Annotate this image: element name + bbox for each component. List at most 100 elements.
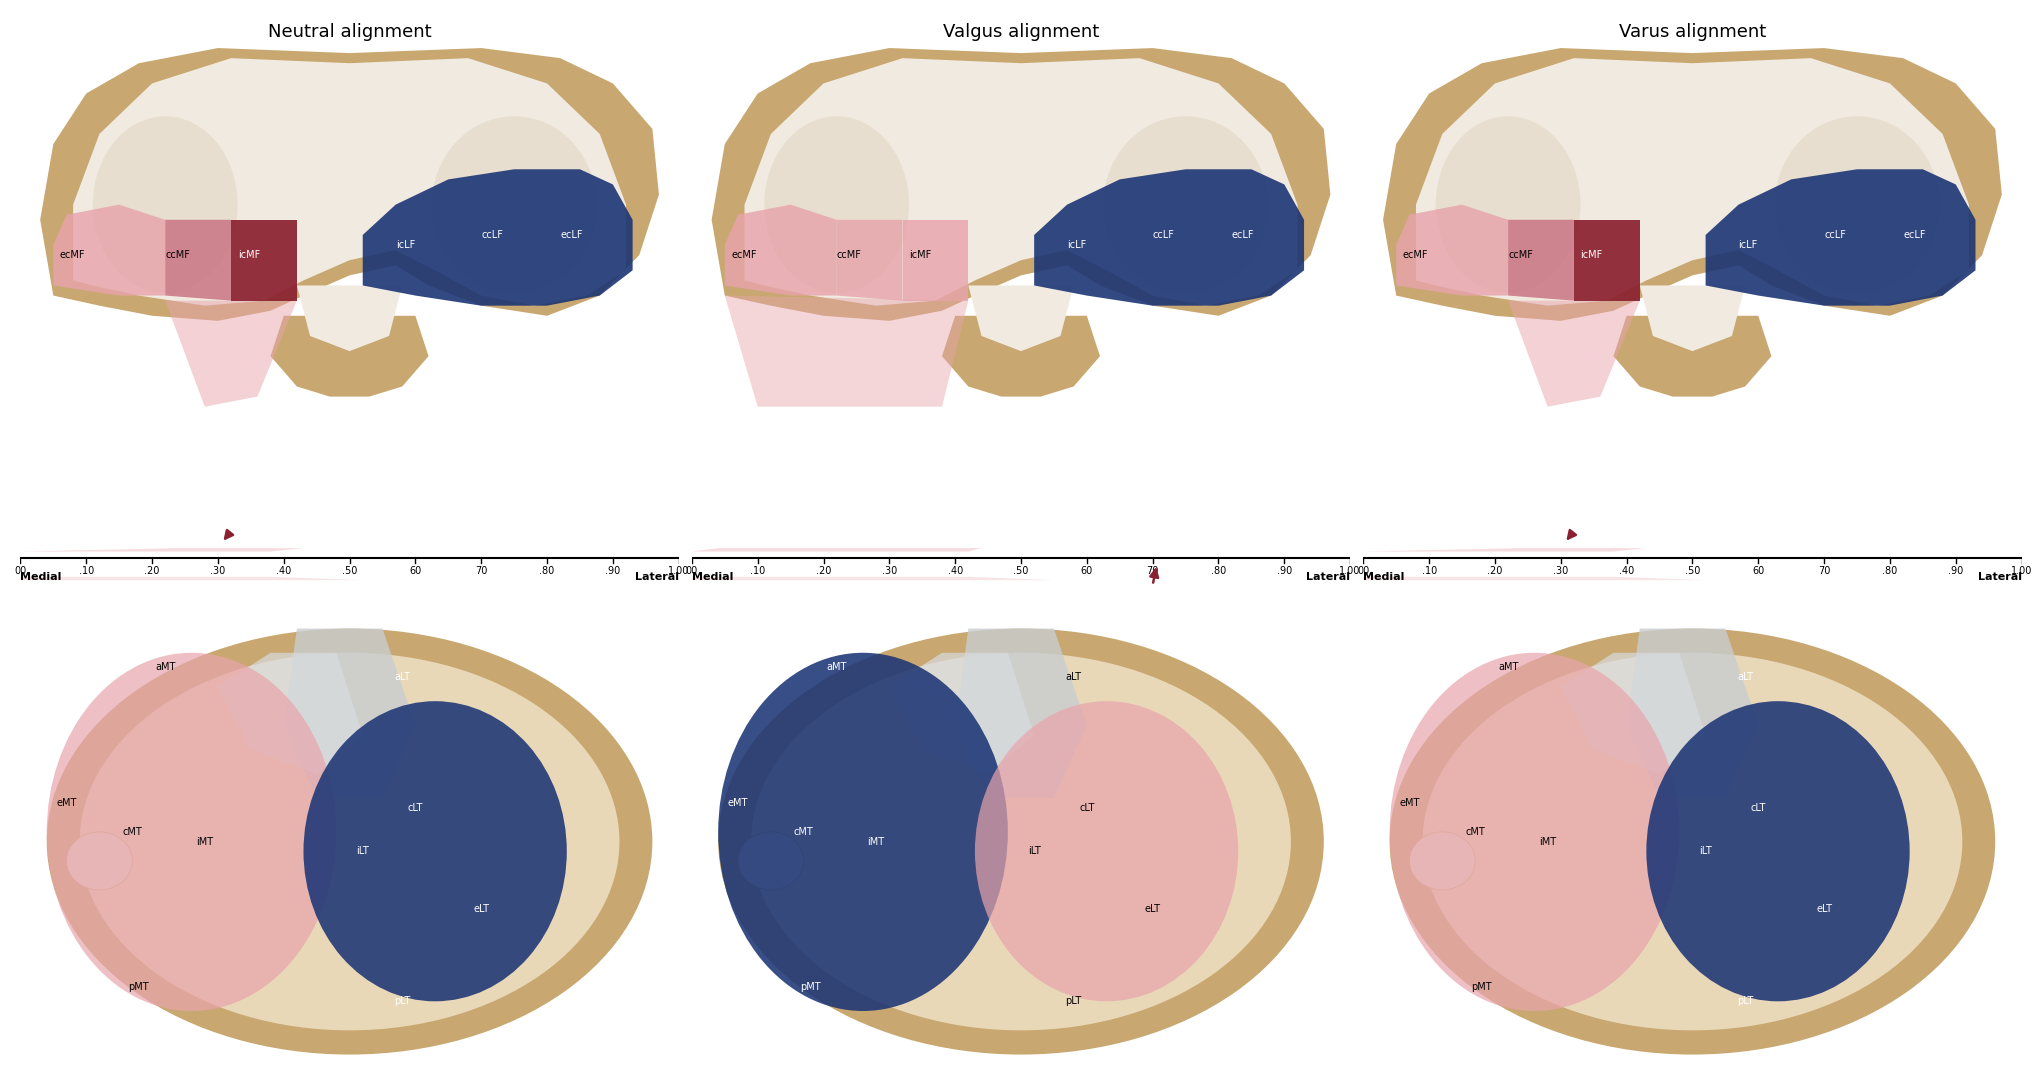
- Text: 70: 70: [1817, 567, 1830, 576]
- Polygon shape: [725, 296, 968, 406]
- Title: Varus alignment: Varus alignment: [1619, 24, 1766, 42]
- Text: ccMF: ccMF: [165, 250, 190, 260]
- Text: eLT: eLT: [1815, 904, 1832, 915]
- Polygon shape: [725, 204, 837, 296]
- Ellipse shape: [47, 653, 337, 1010]
- Text: 60: 60: [1752, 567, 1764, 576]
- Polygon shape: [74, 58, 627, 305]
- Text: pLT: pLT: [394, 997, 410, 1006]
- Text: iMT: iMT: [868, 836, 884, 847]
- Text: aMT: aMT: [827, 662, 847, 672]
- Text: .50: .50: [341, 567, 357, 576]
- Ellipse shape: [67, 832, 133, 890]
- Text: iMT: iMT: [196, 836, 212, 847]
- Text: iLT: iLT: [1699, 846, 1711, 857]
- Polygon shape: [1509, 301, 1640, 406]
- Text: pMT: pMT: [800, 981, 821, 992]
- Ellipse shape: [1391, 629, 1995, 1055]
- Polygon shape: [837, 219, 903, 301]
- Ellipse shape: [1436, 116, 1581, 293]
- Ellipse shape: [47, 629, 651, 1055]
- Text: 00: 00: [1358, 567, 1370, 576]
- Polygon shape: [41, 48, 660, 320]
- Text: .40: .40: [1619, 567, 1634, 576]
- Ellipse shape: [974, 701, 1237, 1001]
- Polygon shape: [231, 219, 296, 301]
- Text: .10: .10: [749, 567, 766, 576]
- Text: Lateral: Lateral: [635, 572, 678, 582]
- Text: 00: 00: [14, 567, 27, 576]
- Text: 60: 60: [1080, 567, 1092, 576]
- Text: .20: .20: [1487, 567, 1503, 576]
- Text: Medial: Medial: [20, 572, 61, 582]
- Text: icMF: icMF: [1581, 250, 1603, 260]
- Ellipse shape: [80, 653, 619, 1030]
- Text: cLT: cLT: [1078, 803, 1095, 813]
- Text: .10: .10: [80, 567, 94, 576]
- Polygon shape: [363, 169, 633, 305]
- Polygon shape: [1033, 169, 1305, 305]
- Text: pMT: pMT: [1472, 981, 1493, 992]
- Polygon shape: [165, 219, 231, 301]
- Polygon shape: [745, 58, 1297, 305]
- Text: icLF: icLF: [1068, 240, 1086, 250]
- Text: ecMF: ecMF: [1403, 250, 1427, 260]
- Polygon shape: [1415, 58, 1968, 305]
- Text: 60: 60: [408, 567, 421, 576]
- Text: aLT: aLT: [394, 672, 410, 682]
- Text: 00: 00: [686, 567, 698, 576]
- Ellipse shape: [1646, 701, 1909, 1001]
- Text: cMT: cMT: [123, 827, 143, 836]
- Polygon shape: [296, 286, 402, 352]
- Polygon shape: [956, 629, 1086, 798]
- Ellipse shape: [737, 832, 805, 890]
- Text: eLT: eLT: [474, 904, 490, 915]
- Text: .30: .30: [882, 567, 896, 576]
- Ellipse shape: [719, 629, 1323, 1055]
- Text: .40: .40: [276, 567, 292, 576]
- Text: 70: 70: [476, 567, 488, 576]
- Ellipse shape: [764, 116, 909, 293]
- Text: ecMF: ecMF: [59, 250, 86, 260]
- Text: ecLF: ecLF: [560, 230, 582, 240]
- Text: cLT: cLT: [408, 803, 423, 813]
- Text: cMT: cMT: [794, 827, 813, 836]
- Text: .90: .90: [1276, 567, 1293, 576]
- Text: .80: .80: [1211, 567, 1225, 576]
- Polygon shape: [1705, 169, 1975, 305]
- Text: .30: .30: [210, 567, 225, 576]
- Polygon shape: [53, 204, 165, 296]
- Text: ccMF: ccMF: [1509, 250, 1534, 260]
- Text: ccLF: ccLF: [1824, 230, 1846, 240]
- Text: 1.00: 1.00: [668, 567, 690, 576]
- Text: iLT: iLT: [357, 846, 370, 857]
- Text: .80: .80: [1883, 567, 1897, 576]
- Text: .30: .30: [1554, 567, 1568, 576]
- Polygon shape: [284, 629, 415, 798]
- Text: aLT: aLT: [1066, 672, 1082, 682]
- Text: aMT: aMT: [1499, 662, 1519, 672]
- Text: ecLF: ecLF: [1903, 230, 1926, 240]
- Polygon shape: [1574, 219, 1640, 301]
- Text: .90: .90: [604, 567, 621, 576]
- Polygon shape: [1382, 48, 2001, 320]
- Polygon shape: [1560, 653, 1705, 774]
- Polygon shape: [941, 316, 1101, 397]
- Ellipse shape: [1391, 653, 1679, 1010]
- Polygon shape: [1397, 204, 1509, 296]
- Text: ccMF: ccMF: [837, 250, 862, 260]
- Polygon shape: [1640, 286, 1746, 352]
- Text: ecMF: ecMF: [731, 250, 758, 260]
- Text: icLF: icLF: [1738, 240, 1758, 250]
- Polygon shape: [711, 48, 1331, 320]
- Ellipse shape: [719, 653, 1009, 1010]
- Ellipse shape: [1103, 116, 1268, 293]
- Text: .90: .90: [1948, 567, 1962, 576]
- Text: cLT: cLT: [1750, 803, 1766, 813]
- Text: Lateral: Lateral: [1307, 572, 1350, 582]
- Text: eMT: eMT: [727, 798, 747, 807]
- Text: eMT: eMT: [57, 798, 78, 807]
- Text: aLT: aLT: [1738, 672, 1754, 682]
- Polygon shape: [1613, 316, 1770, 397]
- Title: Valgus alignment: Valgus alignment: [943, 24, 1099, 42]
